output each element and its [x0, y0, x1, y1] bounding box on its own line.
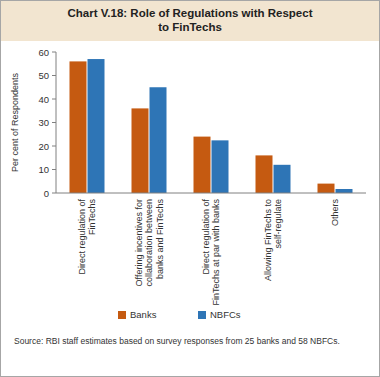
- source-line: Source: RBI staff estimates based on sur…: [14, 336, 340, 346]
- title-line: Chart V.18: Role of Regulations with Res…: [68, 7, 313, 19]
- bar: [194, 137, 211, 193]
- legend-swatch: [198, 311, 206, 319]
- x-tick-label: Direct regulation ofFinTechs: [77, 199, 98, 275]
- x-axis: [56, 193, 366, 194]
- title-band: [1, 1, 379, 41]
- x-tick-label-line: Direct regulation of: [77, 199, 87, 275]
- bar: [70, 61, 87, 193]
- x-tick-label-line: self-regulate: [273, 199, 283, 249]
- chart: Chart V.18: Role of Regulations with Res…: [0, 0, 380, 377]
- x-tick-label-line: collaboration between: [144, 199, 154, 287]
- bars: [70, 59, 353, 193]
- y-tick: [52, 75, 56, 76]
- y-tick-label: 50: [38, 70, 49, 81]
- x-tick-label-line: Offering incentives for: [134, 199, 144, 286]
- source: Source: RBI staff estimates based on sur…: [14, 336, 340, 346]
- y-tick-label: 0: [44, 188, 49, 199]
- title: Chart V.18: Role of Regulations with Res…: [68, 7, 313, 33]
- y-axis: [56, 52, 57, 193]
- x-tick-label: Others: [330, 199, 340, 227]
- y-tick: [52, 99, 56, 100]
- y-tick: [52, 193, 56, 194]
- bar: [318, 184, 335, 193]
- x-tick-label-line: FinTechs at par with banks: [211, 199, 221, 306]
- bar: [150, 87, 167, 193]
- x-tick-label: Offering incentives forcollaboration bet…: [134, 199, 165, 287]
- y-tick: [52, 169, 56, 170]
- y-tick: [52, 52, 56, 53]
- bar: [132, 108, 149, 193]
- bar: [88, 59, 105, 193]
- y-tick-label: 10: [38, 164, 49, 175]
- frame: [1, 1, 380, 377]
- x-tick-label-line: Others: [330, 199, 340, 227]
- y-tick-label: 60: [38, 47, 49, 58]
- y-tick-label: 30: [38, 117, 49, 128]
- y-tick-label: 20: [38, 141, 49, 152]
- bar: [256, 155, 273, 193]
- bar: [274, 165, 291, 193]
- x-tick-label-line: banks and FinTechs: [155, 199, 165, 280]
- y-tick: [52, 146, 56, 147]
- x-tick-label: Allowing FinTechs toself-regulate: [263, 199, 284, 281]
- x-tick-label: Direct regulation ofFinTechs at par with…: [201, 199, 222, 306]
- legend-label: Banks: [130, 309, 157, 320]
- y-tick-label: 40: [38, 94, 49, 105]
- y-tick: [52, 122, 56, 123]
- x-tick-label-line: Direct regulation of: [201, 199, 211, 275]
- legend-swatch: [118, 311, 126, 319]
- x-tick-label-line: Allowing FinTechs to: [263, 199, 273, 281]
- legend-label: NBFCs: [210, 309, 241, 320]
- y-axis-label: Per cent of Respondents: [10, 72, 20, 172]
- bar: [336, 189, 353, 193]
- title-line: to FinTechs: [158, 21, 222, 33]
- x-tick-label-line: FinTechs: [87, 199, 97, 236]
- bar: [212, 140, 229, 193]
